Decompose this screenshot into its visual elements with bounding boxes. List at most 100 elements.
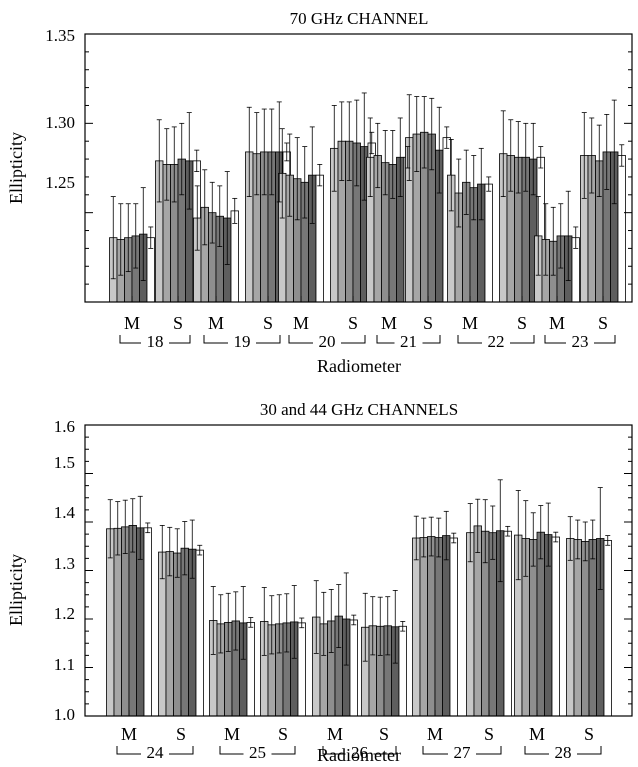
- bracket-left: [288, 335, 313, 344]
- panel-30-44ghz: 30 and 44 GHz CHANNELS Ellipticity Radio…: [6, 400, 633, 765]
- y-tick-label: 1.35: [45, 26, 75, 45]
- y-tick-label: 1.6: [54, 417, 75, 436]
- bar: [246, 621, 255, 717]
- y-tick-label: 1.4: [54, 503, 76, 522]
- radiometer-label: 27: [454, 743, 472, 762]
- bar: [398, 625, 407, 717]
- bar: [113, 527, 122, 717]
- radiometer-label: 23: [572, 332, 589, 351]
- y-tick-labels: 1.25 1.30 1.35: [45, 26, 75, 192]
- error-bars-layer: [107, 479, 611, 666]
- group-label: M: [462, 313, 478, 333]
- bar: [143, 527, 152, 717]
- bracket-right: [476, 746, 502, 755]
- plot-frame: [84, 424, 633, 717]
- y-tick-label: 1.5: [54, 453, 75, 472]
- group-label: M: [224, 724, 240, 744]
- x-axis-label: Radiometer: [317, 745, 401, 765]
- chart-title: 70 GHz CHANNEL: [290, 9, 429, 28]
- bracket-left: [322, 746, 346, 755]
- y-tick-labels: 1.0 1.1 1.2 1.3 1.4 1.5 1.6: [54, 417, 76, 724]
- bar: [588, 539, 597, 717]
- group-label: M: [121, 724, 137, 744]
- y-tick-label: 1.25: [45, 173, 75, 192]
- panel-70ghz: 70 GHz CHANNEL Ellipticity Radiometer 1.…: [6, 9, 633, 376]
- group-labels: M S M S M S M S M S: [121, 724, 594, 744]
- radiometer-label: 28: [555, 743, 572, 762]
- bar: [536, 531, 545, 717]
- group-label: M: [427, 724, 443, 744]
- bracket-left: [116, 746, 141, 755]
- bar: [581, 541, 590, 717]
- bar: [551, 536, 560, 717]
- radiometer-labels: 24 25 26 27 28: [147, 743, 572, 762]
- y-axis-label: Ellipticity: [6, 554, 26, 626]
- bar: [128, 524, 137, 717]
- group-label: M: [529, 724, 545, 744]
- bar: [412, 537, 421, 717]
- bracket-right: [341, 335, 366, 344]
- bar: [449, 537, 458, 717]
- chart-title: 30 and 44 GHz CHANNELS: [260, 400, 458, 419]
- group-label: M: [293, 313, 309, 333]
- radiometer-label: 19: [234, 332, 251, 351]
- bar: [419, 537, 428, 717]
- bar: [315, 174, 324, 303]
- bracket-left: [544, 335, 566, 344]
- bracket-right: [271, 746, 296, 755]
- radiometer-label: 18: [147, 332, 164, 351]
- group-label: S: [176, 724, 186, 744]
- bar: [484, 183, 493, 303]
- bar: [195, 549, 204, 717]
- radiometer-brackets: [116, 746, 602, 755]
- group-label: S: [348, 313, 358, 333]
- bracket-left: [524, 746, 549, 755]
- bars-layer: [106, 524, 612, 717]
- group-label: S: [263, 313, 273, 333]
- bar: [473, 525, 482, 717]
- bar: [503, 530, 512, 717]
- bracket-left: [119, 335, 141, 344]
- radiometer-label: 26: [351, 743, 368, 762]
- bar: [442, 535, 451, 717]
- radiometer-label: 20: [319, 332, 336, 351]
- bracket-left: [203, 335, 228, 344]
- group-label: S: [278, 724, 288, 744]
- radiometer-label: 25: [249, 743, 266, 762]
- group-label: S: [598, 313, 608, 333]
- group-label: S: [379, 724, 389, 744]
- group-label: M: [549, 313, 565, 333]
- bracket-right: [594, 335, 616, 344]
- radiometer-labels: 18 19 20 21 22 23: [147, 332, 589, 351]
- y-tick-label: 1.1: [54, 655, 75, 674]
- bar: [349, 619, 358, 717]
- group-label: M: [327, 724, 343, 744]
- bracket-right: [373, 746, 397, 755]
- group-label: S: [423, 313, 433, 333]
- bar: [427, 536, 436, 717]
- y-axis-label: Ellipticity: [6, 132, 26, 204]
- radiometer-label: 21: [400, 332, 417, 351]
- bracket-right: [169, 335, 191, 344]
- bracket-right: [169, 746, 194, 755]
- y-tick-label: 1.3: [54, 554, 75, 573]
- group-label: S: [173, 313, 183, 333]
- bracket-right: [422, 335, 441, 344]
- bar: [617, 155, 626, 303]
- bar: [230, 210, 239, 303]
- bar: [434, 537, 443, 717]
- y-tick-label: 1.30: [45, 113, 75, 132]
- bar: [488, 532, 497, 717]
- bracket-left: [376, 335, 395, 344]
- bracket-right: [256, 335, 281, 344]
- y-tick-label: 1.0: [54, 705, 75, 724]
- group-label: S: [584, 724, 594, 744]
- bars-layer: [109, 131, 626, 303]
- plot-frame: [84, 33, 633, 303]
- group-label: M: [208, 313, 224, 333]
- bar: [573, 539, 582, 717]
- bracket-left: [457, 335, 482, 344]
- bracket-right: [510, 335, 535, 344]
- bar: [121, 526, 130, 717]
